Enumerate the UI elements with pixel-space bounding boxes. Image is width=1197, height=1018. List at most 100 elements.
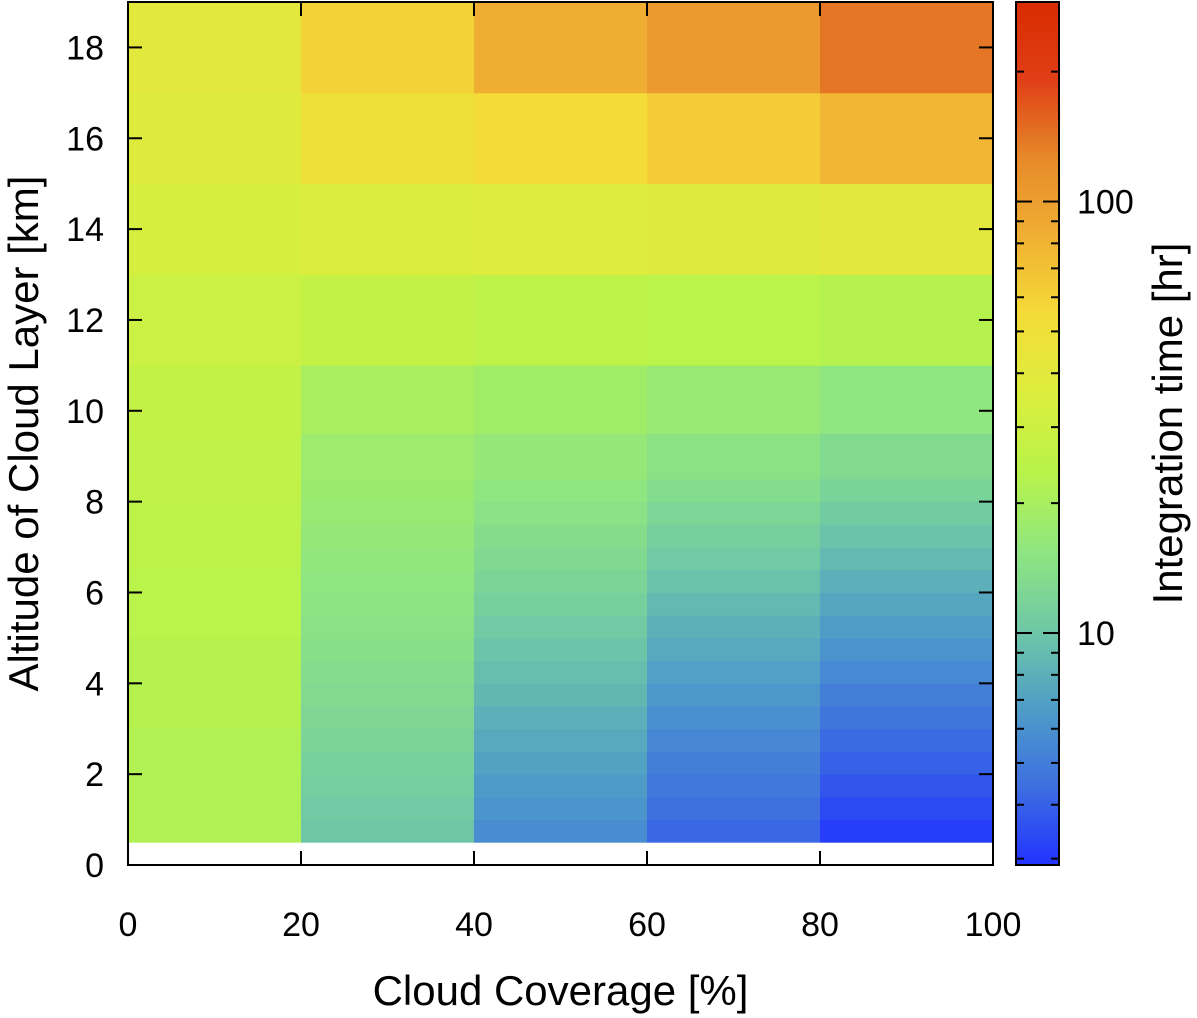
heatmap-cell bbox=[820, 478, 994, 503]
heatmap-cell bbox=[474, 1, 648, 94]
heatmap-cell bbox=[647, 637, 821, 661]
colorbar-tick-label: 100 bbox=[1077, 184, 1134, 222]
heatmap-cell bbox=[820, 796, 994, 820]
heatmap-cell bbox=[820, 274, 994, 366]
heatmap-cell bbox=[820, 92, 994, 185]
heatmap-cell bbox=[128, 501, 302, 525]
x-tick-label: 20 bbox=[282, 906, 320, 944]
heatmap-cell bbox=[128, 183, 302, 275]
heatmap-cell bbox=[128, 274, 302, 366]
heatmap-cell bbox=[647, 682, 821, 707]
y-tick-label: 0 bbox=[85, 847, 104, 885]
heatmap-cell bbox=[301, 637, 475, 661]
heatmap-cell bbox=[301, 523, 475, 548]
heatmap-cell bbox=[647, 478, 821, 503]
heatmap-cell bbox=[647, 1, 821, 94]
heatmap-cell bbox=[301, 614, 475, 639]
colorbar-label: Integration time [hr] bbox=[1144, 243, 1191, 605]
heatmap-cell bbox=[474, 92, 648, 185]
heatmap-cell bbox=[820, 682, 994, 707]
heatmap-cell bbox=[647, 614, 821, 639]
heatmap-cell bbox=[128, 569, 302, 593]
heatmap-cell bbox=[301, 819, 475, 843]
heatmap-cell bbox=[647, 183, 821, 275]
heatmap-cell bbox=[301, 546, 475, 571]
heatmap-cell bbox=[301, 592, 475, 616]
heatmap-cell bbox=[647, 546, 821, 571]
heatmap-cell bbox=[647, 660, 821, 684]
y-tick-label: 10 bbox=[66, 393, 104, 431]
heatmap-cell bbox=[301, 183, 475, 275]
heatmap-cell bbox=[474, 660, 648, 684]
heatmap-cell bbox=[820, 751, 994, 775]
x-tick-label: 0 bbox=[119, 906, 138, 944]
heatmap-cell bbox=[820, 819, 994, 843]
x-tick-label: 60 bbox=[628, 906, 666, 944]
y-tick-label: 6 bbox=[85, 574, 104, 612]
heatmap-cell bbox=[128, 433, 302, 480]
heatmap-cell bbox=[301, 569, 475, 593]
heatmap-cell bbox=[474, 274, 648, 366]
colorbar-tick-label: 10 bbox=[1077, 615, 1115, 653]
heatmap-cell bbox=[820, 364, 994, 434]
heatmap-cell bbox=[647, 274, 821, 366]
heatmap-cell bbox=[128, 92, 302, 185]
heatmap-cell bbox=[301, 682, 475, 707]
y-tick-label: 4 bbox=[85, 665, 104, 703]
heatmap-cell bbox=[301, 478, 475, 503]
heatmap-cell bbox=[647, 796, 821, 820]
heatmap-cell bbox=[474, 569, 648, 593]
heatmap-cell bbox=[128, 478, 302, 503]
heatmap-cell bbox=[128, 523, 302, 548]
heatmap-cell bbox=[474, 705, 648, 730]
heatmap-cell bbox=[820, 592, 994, 616]
heatmap-cell bbox=[820, 637, 994, 661]
heatmap-cell bbox=[128, 614, 302, 639]
heatmap-cell bbox=[301, 796, 475, 820]
heatmap-cell bbox=[301, 1, 475, 94]
heatmap-cell bbox=[820, 501, 994, 525]
heatmap-cell bbox=[474, 501, 648, 525]
heatmap-cell bbox=[820, 660, 994, 684]
heatmap-cell bbox=[820, 705, 994, 730]
heatmap-cell bbox=[647, 92, 821, 185]
y-tick-label: 8 bbox=[85, 484, 104, 522]
x-tick-label: 40 bbox=[455, 906, 493, 944]
heatmap-cell bbox=[647, 819, 821, 843]
plot-frame bbox=[127, 1, 994, 866]
heatmap-cell bbox=[820, 569, 994, 593]
heatmap-cell bbox=[128, 364, 302, 434]
heatmap-cell bbox=[647, 705, 821, 730]
heatmap-cell bbox=[128, 1, 302, 94]
heatmap-cell bbox=[820, 773, 994, 798]
x-axis-label: Cloud Coverage [%] bbox=[373, 967, 749, 1014]
heatmap-cell bbox=[128, 637, 302, 661]
x-tick-label: 80 bbox=[801, 906, 839, 944]
heatmap-cell bbox=[474, 682, 648, 707]
colorbar-tick-labels: 10 100 bbox=[1077, 184, 1134, 653]
y-tick-label: 2 bbox=[85, 756, 104, 794]
y-tick-labels: 0 2 4 6 8 10 12 14 16 18 bbox=[66, 29, 104, 885]
heatmap-cell bbox=[474, 728, 648, 752]
x-tick-label: 100 bbox=[965, 906, 1022, 944]
heatmap-cell bbox=[128, 751, 302, 775]
heatmap-cell bbox=[474, 523, 648, 548]
heatmap-cell bbox=[647, 501, 821, 525]
heatmap-cell bbox=[128, 728, 302, 752]
heatmap-cell bbox=[474, 614, 648, 639]
heatmap-cell bbox=[128, 796, 302, 820]
y-tick-label: 12 bbox=[66, 302, 104, 340]
heatmap-cell bbox=[820, 433, 994, 480]
heatmap-cell bbox=[128, 592, 302, 616]
heatmap-cell bbox=[474, 546, 648, 571]
heatmap-cell bbox=[474, 592, 648, 616]
heatmap-cell bbox=[128, 819, 302, 843]
heatmap-cell bbox=[820, 546, 994, 571]
y-tick-label: 18 bbox=[66, 29, 104, 67]
heatmap-cell bbox=[301, 274, 475, 366]
heatmap-cell bbox=[647, 751, 821, 775]
x-tick-labels: 0 20 40 60 80 100 bbox=[119, 906, 1022, 944]
heatmap-cell bbox=[647, 592, 821, 616]
heatmap-cell bbox=[301, 728, 475, 752]
heatmap-cell bbox=[474, 478, 648, 503]
